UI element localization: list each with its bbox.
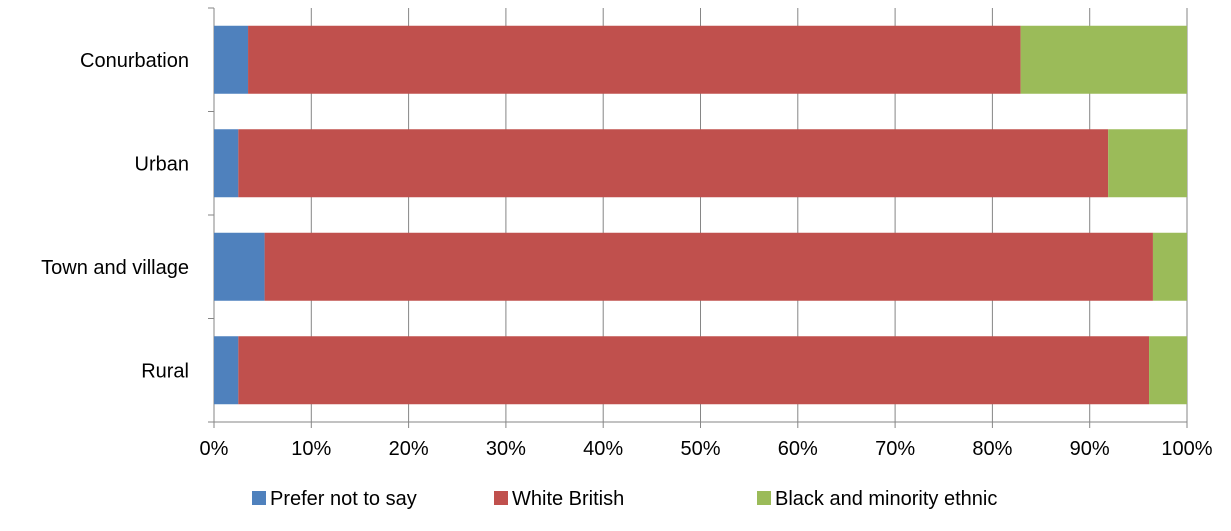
x-tick-labels: 0% 10% 20% 30% 40% 50% 60% 70% 80% 90% 100% [200,438,1213,460]
x-tick-label: 50% [680,438,720,460]
x-tick-label: 20% [389,438,429,460]
category-label: Town and village [41,257,189,279]
x-tick-label: 10% [291,438,331,460]
x-tick-label: 40% [583,438,623,460]
bar-segment [214,25,249,94]
bars [214,25,1187,405]
legend-swatch [494,491,508,505]
category-labels: Conurbation Urban Town and village Rural [41,50,189,383]
bar-segment [238,336,1150,405]
bar-segment [1149,336,1187,405]
x-tick-label: 30% [486,438,526,460]
legend: Prefer not to say White British Black and … [252,488,997,510]
x-tick-label: 90% [1070,438,1110,460]
bar-segment [214,232,265,301]
legend-label: Black and minority ethnic [775,488,997,510]
x-tick-label: 0% [200,438,229,460]
x-tick-label: 100% [1161,438,1212,460]
x-tick-label: 60% [778,438,818,460]
legend-label: White British [512,488,624,510]
category-label: Urban [135,153,189,175]
x-tick-label: 70% [875,438,915,460]
bar-segment [1152,232,1187,301]
bar-segment [214,129,239,198]
bar-segment [1020,25,1187,94]
legend-swatch [757,491,771,505]
legend-swatch [252,491,266,505]
x-tick-label: 80% [972,438,1012,460]
bar-segment [238,129,1109,198]
bar-segment [1108,129,1187,198]
legend-label: Prefer not to say [270,488,417,510]
bar-segment [214,336,239,405]
category-label: Rural [141,360,189,382]
category-label: Conurbation [80,50,189,72]
bar-segment [248,25,1021,94]
bar-segment [264,232,1153,301]
